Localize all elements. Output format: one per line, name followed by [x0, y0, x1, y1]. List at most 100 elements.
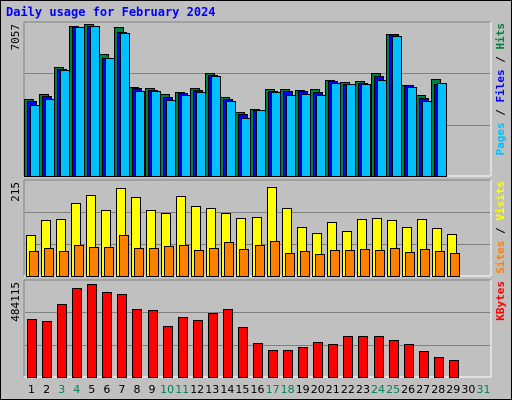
- legend-entry: /: [494, 103, 507, 123]
- middle-bar-sites-day-25: [390, 248, 400, 277]
- bottom-bar-kbytes-day-19: [298, 347, 308, 378]
- x-tick-label-day-30: 30: [461, 383, 475, 396]
- middle-bar-sites-day-12: [194, 250, 204, 277]
- middle-bar-sites-day-26: [405, 252, 415, 277]
- bottom-bar-kbytes-day-27: [419, 351, 429, 378]
- middle-bar-sites-day-3: [59, 251, 69, 277]
- x-tick-label-day-25: 25: [386, 383, 400, 396]
- x-tick-label-day-4: 4: [73, 383, 80, 396]
- x-tick-label-day-24: 24: [371, 383, 385, 396]
- x-tick-label-day-14: 14: [220, 383, 234, 396]
- bottom-bar-kbytes-day-21: [328, 344, 338, 378]
- x-tick-label-day-31: 31: [477, 383, 491, 396]
- top-bar-pages-day-21: [331, 83, 341, 177]
- top-bar-pages-day-3: [60, 70, 70, 177]
- bottom-bar-kbytes-day-15: [238, 327, 248, 378]
- legend-entry: Sites: [494, 241, 507, 274]
- middle-bar-sites-day-7: [119, 235, 129, 277]
- top-bar-pages-day-17: [271, 92, 281, 177]
- middle-ymax-label: 215: [9, 182, 22, 202]
- bottom-bar-kbytes-day-9: [148, 310, 158, 378]
- x-tick-label-day-8: 8: [134, 383, 141, 396]
- middle-bar-sites-day-15: [239, 249, 249, 277]
- middle-bar-sites-day-14: [224, 242, 234, 277]
- legend-entry: Visits: [494, 181, 507, 221]
- legend-entry: /: [494, 50, 507, 70]
- bottom-bar-kbytes-day-8: [132, 309, 142, 378]
- top-bar-pages-day-18: [286, 95, 296, 177]
- top-bar-pages-day-11: [181, 95, 191, 177]
- top-bar-pages-day-8: [135, 91, 145, 177]
- middle-bar-sites-day-23: [360, 249, 370, 277]
- middle-bar-sites-day-28: [435, 251, 445, 277]
- x-tick-label-day-15: 15: [235, 383, 249, 396]
- legend-entry: KBytes: [494, 281, 507, 321]
- top-bar-pages-day-7: [120, 33, 130, 177]
- bottom-bar-kbytes-day-11: [178, 317, 188, 378]
- middle-bar-sites-day-17: [270, 241, 280, 277]
- x-tick-label-day-5: 5: [88, 383, 95, 396]
- middle-bar-sites-day-4: [74, 245, 84, 277]
- middle-bar-sites-day-29: [450, 253, 460, 277]
- x-tick-label-day-20: 20: [311, 383, 325, 396]
- top-bar-pages-day-1: [30, 105, 40, 177]
- bottom-bar-kbytes-day-24: [374, 336, 384, 378]
- middle-bar-sites-day-13: [209, 248, 219, 277]
- bottom-ymax-label: 484115: [9, 282, 22, 322]
- top-bar-pages-day-19: [301, 94, 311, 177]
- top-bar-pages-day-4: [75, 27, 85, 177]
- x-tick-label-day-6: 6: [103, 383, 110, 396]
- top-bar-pages-day-13: [211, 76, 221, 177]
- middle-bar-sites-day-24: [375, 250, 385, 277]
- top-bar-pages-day-6: [105, 58, 115, 177]
- middle-bar-sites-day-1: [29, 251, 39, 277]
- bottom-bar-kbytes-day-18: [283, 350, 293, 378]
- bottom-bar-kbytes-day-6: [102, 292, 112, 378]
- x-tick-label-day-13: 13: [205, 383, 219, 396]
- x-tick-label-day-2: 2: [43, 383, 50, 396]
- top-bar-pages-day-16: [256, 110, 266, 177]
- bottom-bar-kbytes-day-12: [193, 320, 203, 378]
- x-tick-label-day-12: 12: [190, 383, 204, 396]
- bottom-bar-kbytes-day-17: [268, 350, 278, 378]
- middle-bar-sites-day-11: [179, 245, 189, 277]
- x-tick-label-day-21: 21: [326, 383, 340, 396]
- middle-bar-sites-day-9: [149, 248, 159, 277]
- bottom-bar-kbytes-day-26: [404, 344, 414, 378]
- bottom-bar-kbytes-day-3: [57, 304, 67, 378]
- top-bar-pages-day-15: [241, 118, 251, 177]
- top-bar-pages-day-27: [422, 101, 432, 177]
- top-bar-pages-day-22: [346, 84, 356, 177]
- middle-bar-sites-day-21: [330, 250, 340, 277]
- chart-title: Daily usage for February 2024: [6, 5, 216, 19]
- bottom-bar-kbytes-day-5: [87, 284, 97, 378]
- legend-entry: Hits: [494, 23, 507, 50]
- top-bar-pages-day-24: [377, 80, 387, 177]
- top-bar-pages-day-23: [361, 84, 371, 177]
- bottom-bar-kbytes-day-7: [117, 294, 127, 378]
- middle-bar-sites-day-5: [89, 247, 99, 277]
- bottom-bar-kbytes-day-14: [223, 309, 233, 378]
- x-tick-label-day-19: 19: [296, 383, 310, 396]
- x-tick-label-day-7: 7: [118, 383, 125, 396]
- bottom-bar-kbytes-day-4: [72, 288, 82, 378]
- bottom-bar-kbytes-day-28: [434, 357, 444, 378]
- top-bar-pages-day-26: [407, 87, 417, 177]
- x-tick-label-day-26: 26: [401, 383, 415, 396]
- legend-entry: Files: [494, 69, 507, 102]
- bottom-bar-kbytes-day-22: [343, 336, 353, 378]
- top-legend: Pages / Files / Hits: [494, 23, 507, 156]
- top-ymax-label: 7057: [9, 24, 22, 51]
- middle-bar-sites-day-27: [420, 249, 430, 277]
- bottom-bar-kbytes-day-20: [313, 342, 323, 378]
- bottom-bar-kbytes-day-1: [27, 319, 37, 378]
- bottom-bar-kbytes-day-16: [253, 343, 263, 378]
- top-bar-pages-day-25: [392, 36, 402, 177]
- bottom-bar-kbytes-day-29: [449, 360, 459, 378]
- x-tick-label-day-11: 11: [175, 383, 189, 396]
- top-bar-pages-day-5: [90, 26, 100, 177]
- x-tick-label-day-3: 3: [58, 383, 65, 396]
- x-tick-label-day-28: 28: [431, 383, 445, 396]
- x-tick-label-day-18: 18: [281, 383, 295, 396]
